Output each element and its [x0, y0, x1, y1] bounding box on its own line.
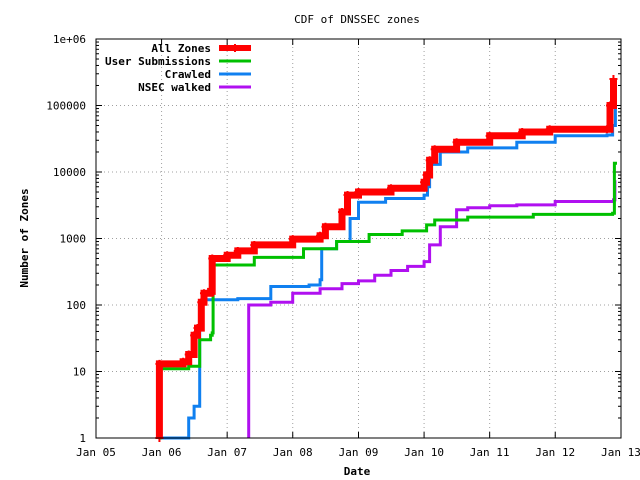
data-point-marker: [387, 184, 396, 193]
x-tick-label: Jan 05: [76, 446, 116, 459]
data-point-marker: [184, 350, 193, 359]
x-tick-label: Jan 10: [404, 446, 444, 459]
x-tick-label: Jan 09: [339, 446, 379, 459]
data-point-marker: [425, 156, 434, 165]
data-point-marker: [430, 145, 439, 154]
data-point-marker: [197, 298, 206, 307]
y-tick-label: 1e+06: [53, 33, 86, 46]
x-tick-label: Jan 11: [470, 446, 510, 459]
data-point-marker: [250, 240, 259, 249]
plot-frame: [95, 38, 622, 439]
data-point-marker: [354, 188, 363, 197]
y-tick-label: 1000: [60, 233, 87, 246]
data-point-marker: [155, 359, 164, 368]
y-tick-label: 10000: [53, 166, 86, 179]
data-point-marker: [337, 208, 346, 217]
data-point-marker: [199, 289, 208, 298]
data-point-marker: [206, 287, 215, 296]
y-tick-label: 1: [79, 432, 86, 445]
data-point-marker: [609, 75, 618, 84]
grid: [96, 39, 621, 438]
y-tick-label: 100: [66, 299, 86, 312]
data-point-marker: [343, 191, 352, 200]
data-point-marker: [233, 246, 242, 255]
y-axis-title: Number of Zones: [18, 188, 31, 287]
data-point-marker: [193, 324, 202, 333]
data-point-marker: [321, 222, 330, 231]
data-point-marker: [316, 231, 325, 240]
x-tick-label: Jan 13: [601, 446, 640, 459]
x-tick-label: Jan 12: [535, 446, 575, 459]
data-point-marker: [602, 125, 611, 134]
data-point-marker: [420, 178, 429, 187]
data-point-marker: [422, 171, 431, 180]
legend-marker: [231, 44, 239, 52]
x-tick-label: Jan 08: [273, 446, 313, 459]
legend-label: All Zones: [151, 42, 211, 55]
data-point-marker: [452, 138, 461, 147]
x-tick-label: Jan 06: [142, 446, 182, 459]
axis-ticks: Jan 05 Jan 06 Jan 07 Jan 08 Jan 09 Jan 10 Jan …: [46, 33, 640, 459]
series-line-user-submissions: [158, 161, 617, 440]
y-tick-label: 100000: [46, 100, 86, 113]
x-tick-label: Jan 07: [207, 446, 247, 459]
data-point-marker: [223, 251, 232, 260]
data-point-marker: [545, 125, 554, 134]
data-point-marker: [288, 235, 297, 244]
data-point-marker: [518, 127, 527, 136]
data-point-marker: [190, 331, 199, 340]
series-line-nsec-walked: [247, 180, 617, 438]
data-point-marker: [485, 131, 494, 140]
data-point-marker: [606, 101, 615, 110]
y-tick-label: 10: [73, 366, 86, 379]
plot-series: [155, 75, 618, 442]
legend-label: Crawled: [165, 68, 211, 81]
chart-title: CDF of DNSSEC zones: [294, 13, 420, 26]
data-point-marker: [208, 254, 217, 263]
x-axis-title: Date: [344, 465, 371, 478]
data-point-marker: [179, 357, 188, 366]
series-line-crawled: [160, 88, 617, 440]
legend-label: User Submissions: [105, 55, 211, 68]
legend-label: NSEC walked: [138, 81, 211, 94]
